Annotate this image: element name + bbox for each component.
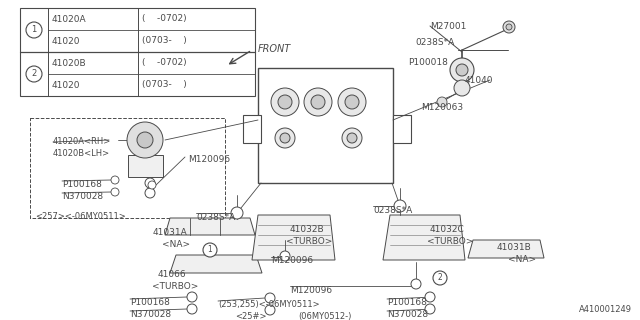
Circle shape [454, 80, 470, 96]
Circle shape [345, 95, 359, 109]
Text: 41066: 41066 [158, 270, 187, 279]
Text: N370028: N370028 [62, 192, 103, 201]
Circle shape [265, 293, 275, 303]
Circle shape [111, 176, 119, 184]
Text: (0703-    ): (0703- ) [142, 81, 187, 90]
Circle shape [231, 207, 243, 219]
Polygon shape [468, 240, 544, 258]
Bar [243, 115, 261, 143]
Text: 41020A<RH>: 41020A<RH> [53, 137, 111, 146]
Circle shape [338, 88, 366, 116]
Circle shape [271, 88, 299, 116]
Circle shape [304, 88, 332, 116]
Text: (    -0702): ( -0702) [142, 59, 187, 68]
Bar [393, 115, 411, 143]
Circle shape [127, 122, 163, 158]
Text: 41020B: 41020B [52, 59, 86, 68]
Circle shape [275, 128, 295, 148]
Text: 41020: 41020 [52, 36, 81, 45]
Text: <TURBO>: <TURBO> [286, 237, 332, 246]
Text: P100018: P100018 [408, 58, 448, 67]
Circle shape [433, 271, 447, 285]
Circle shape [311, 95, 325, 109]
Text: (0703-    ): (0703- ) [142, 36, 187, 45]
Text: <NA>: <NA> [162, 240, 190, 249]
Text: 41020A: 41020A [52, 14, 86, 23]
Text: 41032B: 41032B [290, 225, 324, 234]
Text: 41020B<LH>: 41020B<LH> [53, 149, 110, 158]
Text: N370028: N370028 [130, 310, 171, 319]
Polygon shape [252, 215, 335, 260]
Circle shape [148, 181, 156, 189]
Text: M27001: M27001 [430, 22, 467, 31]
Bar [128, 155, 163, 177]
Text: N370028: N370028 [387, 310, 428, 319]
Text: FRONT: FRONT [258, 44, 291, 54]
Circle shape [394, 200, 406, 212]
Circle shape [137, 132, 153, 148]
Text: (253,255)<-06MY0511>: (253,255)<-06MY0511> [218, 300, 319, 309]
Text: <25#>: <25#> [235, 312, 266, 320]
Circle shape [347, 133, 357, 143]
Text: 2: 2 [31, 69, 36, 78]
Circle shape [278, 95, 292, 109]
Circle shape [280, 133, 290, 143]
Circle shape [506, 24, 512, 30]
Text: 41031A: 41031A [153, 228, 188, 237]
Text: M120096: M120096 [188, 155, 230, 164]
Text: <TURBO>: <TURBO> [152, 282, 198, 291]
Text: P100168: P100168 [62, 180, 102, 189]
Polygon shape [170, 255, 262, 273]
Text: 1: 1 [31, 26, 36, 35]
Text: M120063: M120063 [421, 103, 463, 112]
Text: 41040: 41040 [465, 76, 493, 85]
Text: 1: 1 [207, 245, 212, 254]
Text: <257><-06MY0511>: <257><-06MY0511> [35, 212, 125, 221]
Circle shape [280, 251, 290, 261]
Text: 41031B: 41031B [497, 243, 532, 252]
Text: M120096: M120096 [290, 286, 332, 295]
Circle shape [425, 292, 435, 302]
Circle shape [456, 64, 468, 76]
Text: M120096: M120096 [271, 256, 313, 265]
Text: 41020: 41020 [52, 81, 81, 90]
Text: (06MY0512-): (06MY0512-) [298, 312, 351, 320]
Text: 0238S*A: 0238S*A [196, 213, 236, 222]
Circle shape [265, 305, 275, 315]
Circle shape [437, 97, 447, 107]
Circle shape [342, 128, 362, 148]
Text: P100168: P100168 [387, 298, 427, 307]
Text: 0238S*A: 0238S*A [373, 206, 412, 215]
Text: 2: 2 [438, 274, 442, 283]
Circle shape [26, 22, 42, 38]
Text: 41032C: 41032C [430, 225, 465, 234]
Circle shape [425, 304, 435, 314]
Circle shape [411, 279, 421, 289]
Text: P100168: P100168 [130, 298, 170, 307]
Circle shape [450, 58, 474, 82]
Circle shape [187, 292, 197, 302]
Text: <TURBO>: <TURBO> [427, 237, 474, 246]
Bar [20, 8, 255, 96]
Circle shape [203, 243, 217, 257]
Text: A410001249: A410001249 [579, 305, 632, 314]
Circle shape [145, 188, 155, 198]
Polygon shape [383, 215, 465, 260]
Bar [258, 68, 393, 183]
Circle shape [26, 66, 42, 82]
Circle shape [111, 188, 119, 196]
Bar [30, 118, 225, 218]
Circle shape [503, 21, 515, 33]
Text: (    -0702): ( -0702) [142, 14, 187, 23]
Text: 0238S*A: 0238S*A [415, 38, 454, 47]
Circle shape [187, 304, 197, 314]
Text: <NA>: <NA> [508, 255, 536, 264]
Polygon shape [165, 218, 255, 235]
Circle shape [145, 178, 155, 188]
